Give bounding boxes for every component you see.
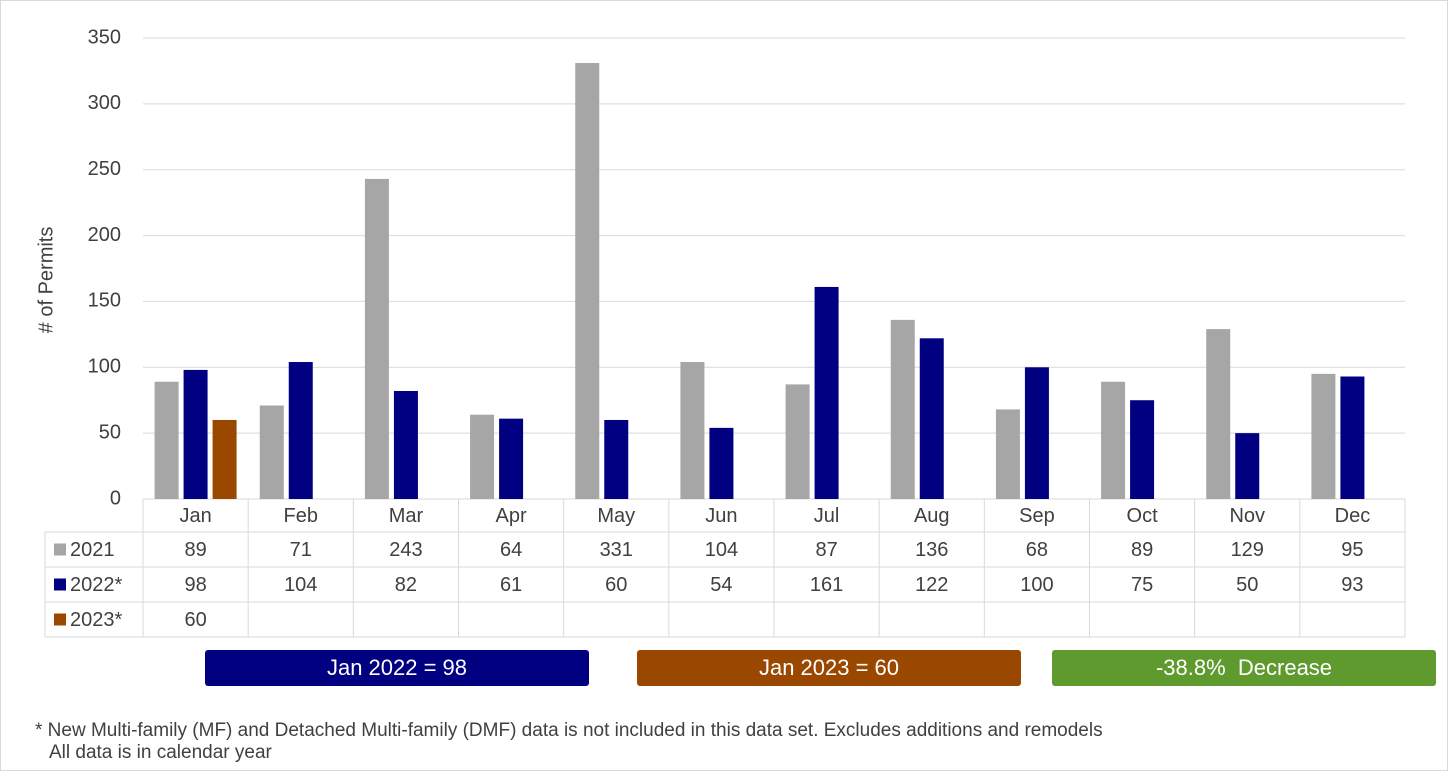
y-axis-label: # of Permits bbox=[35, 227, 57, 334]
table-value: 60 bbox=[184, 609, 206, 631]
legend-label: 2023* bbox=[70, 609, 122, 631]
table-value: 129 bbox=[1231, 539, 1264, 561]
x-tick-label: Nov bbox=[1229, 505, 1265, 527]
x-tick-label: Feb bbox=[284, 505, 318, 527]
bar bbox=[709, 427, 734, 499]
annotation-text: -38.8% Decrease bbox=[1156, 655, 1332, 680]
legend-label: 2021 bbox=[70, 539, 115, 561]
y-tick-label: 100 bbox=[88, 356, 121, 378]
y-tick-label: 350 bbox=[88, 26, 121, 48]
legend-label: 2022* bbox=[70, 574, 122, 596]
x-tick-label: Sep bbox=[1019, 505, 1055, 527]
table-value: 93 bbox=[1341, 574, 1363, 596]
bar bbox=[890, 319, 915, 499]
table-value: 64 bbox=[500, 539, 522, 561]
footnote: All data is in calendar year bbox=[49, 742, 273, 763]
legend-key bbox=[54, 543, 66, 556]
x-tick-label: Jun bbox=[705, 505, 737, 527]
footnote: * New Multi-family (MF) and Detached Mul… bbox=[35, 720, 1103, 741]
y-tick-label: 200 bbox=[88, 224, 121, 246]
annotation-box bbox=[205, 650, 589, 686]
bar bbox=[785, 384, 810, 499]
annotation-text: Jan 2023 = 60 bbox=[759, 655, 899, 680]
legend-key bbox=[54, 578, 66, 591]
x-tick-label: Aug bbox=[914, 505, 950, 527]
table-value: 82 bbox=[395, 574, 417, 596]
y-tick-label: 150 bbox=[88, 290, 121, 312]
table-value: 104 bbox=[284, 574, 317, 596]
x-tick-label: Jan bbox=[179, 505, 211, 527]
bar bbox=[1235, 433, 1260, 499]
bar bbox=[995, 409, 1020, 499]
table-value: 75 bbox=[1131, 574, 1153, 596]
y-tick-label: 250 bbox=[88, 158, 121, 180]
annotation-text: Jan 2022 = 98 bbox=[327, 655, 467, 680]
bar bbox=[814, 286, 839, 499]
bar bbox=[470, 414, 495, 499]
bar bbox=[680, 362, 705, 499]
table-value: 68 bbox=[1026, 539, 1048, 561]
bar bbox=[212, 419, 237, 499]
y-tick-label: 0 bbox=[110, 487, 121, 509]
y-tick-label: 300 bbox=[88, 92, 121, 114]
bar bbox=[1311, 373, 1336, 499]
table-value: 71 bbox=[290, 539, 312, 561]
bar bbox=[1206, 329, 1231, 499]
bar bbox=[1130, 400, 1155, 499]
table-value: 243 bbox=[389, 539, 422, 561]
table-value: 122 bbox=[915, 574, 948, 596]
bar bbox=[364, 178, 389, 500]
bar bbox=[393, 390, 418, 499]
legend-key bbox=[54, 613, 66, 626]
bar bbox=[604, 419, 629, 499]
table-value: 50 bbox=[1236, 574, 1258, 596]
table-value: 104 bbox=[705, 539, 738, 561]
table-value: 331 bbox=[600, 539, 633, 561]
bar bbox=[1101, 381, 1126, 499]
table-value: 95 bbox=[1341, 539, 1363, 561]
table-value: 100 bbox=[1020, 574, 1053, 596]
x-tick-label: Oct bbox=[1127, 505, 1159, 527]
bar bbox=[575, 63, 600, 499]
y-tick-label: 50 bbox=[99, 421, 121, 443]
table-value: 89 bbox=[184, 539, 206, 561]
bar bbox=[183, 369, 208, 499]
x-tick-label: Jul bbox=[814, 505, 840, 527]
x-tick-label: May bbox=[597, 505, 635, 527]
x-tick-label: Apr bbox=[496, 505, 527, 527]
table-value: 98 bbox=[184, 574, 206, 596]
bar bbox=[1024, 367, 1049, 499]
bar bbox=[919, 338, 944, 499]
x-tick-label: Mar bbox=[389, 505, 424, 527]
bar bbox=[259, 405, 284, 499]
bar bbox=[154, 381, 179, 499]
bar bbox=[288, 362, 313, 499]
table-value: 60 bbox=[605, 574, 627, 596]
table-value: 161 bbox=[810, 574, 843, 596]
table-value: 61 bbox=[500, 574, 522, 596]
bar bbox=[499, 418, 524, 499]
table-value: 89 bbox=[1131, 539, 1153, 561]
table-value: 136 bbox=[915, 539, 948, 561]
table-value: 87 bbox=[815, 539, 837, 561]
table-value: 54 bbox=[710, 574, 732, 596]
annotation-box bbox=[1052, 650, 1436, 686]
x-tick-label: Dec bbox=[1335, 505, 1371, 527]
annotation-box bbox=[637, 650, 1021, 686]
bar bbox=[1340, 376, 1365, 499]
